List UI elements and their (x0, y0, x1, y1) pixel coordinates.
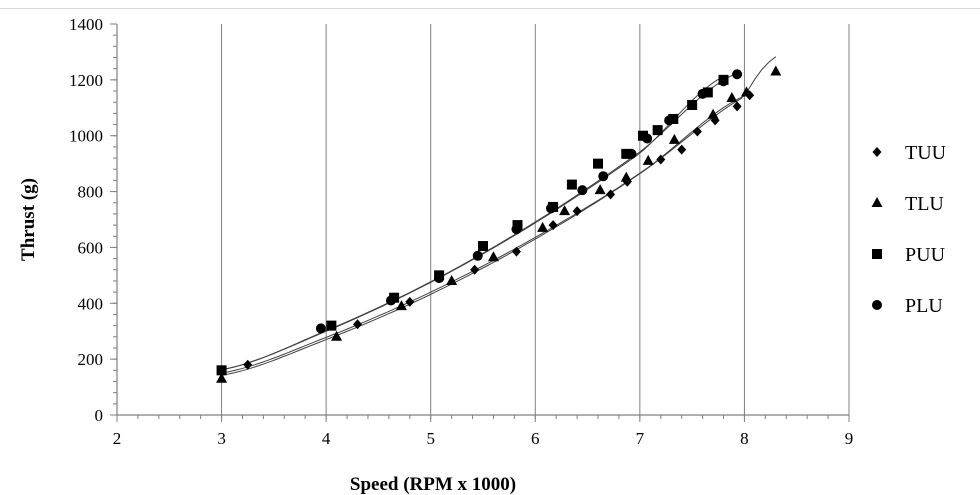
data-points (216, 65, 782, 383)
x-tick-label: 4 (322, 429, 331, 448)
x-tick-labels: 2 3 4 5 6 7 8 9 (113, 415, 854, 448)
data-point-tlu (216, 372, 228, 383)
data-point-plu (718, 76, 729, 87)
data-point-plu (315, 323, 326, 334)
data-point-plu (642, 133, 653, 144)
data-point-puu (326, 320, 337, 331)
data-point-puu (216, 365, 227, 376)
data-point-plu (577, 185, 588, 196)
data-point-plu (385, 295, 396, 306)
data-point-tlu (537, 221, 549, 232)
data-point-plu (434, 273, 445, 284)
data-point-tlu (446, 274, 458, 285)
legend-label-puu: PUU (905, 244, 946, 266)
data-point-tlu (594, 184, 606, 195)
y-tick-label: 200 (78, 350, 104, 369)
data-point-tlu (559, 205, 571, 216)
x-tick-label: 8 (740, 429, 749, 448)
legend-marker-puu (872, 249, 882, 259)
data-point-plu (697, 88, 708, 99)
data-point-plu (626, 148, 637, 159)
data-point-tlu (770, 65, 782, 76)
data-point-tuu (470, 264, 480, 275)
legend-label-tlu: TLU (905, 193, 944, 215)
data-point-puu (478, 241, 488, 252)
top-border-rule (0, 8, 980, 9)
trend-line-puu (221, 74, 726, 371)
data-point-plu (472, 250, 483, 261)
data-point-tlu (707, 108, 719, 119)
x-tick-label: 2 (113, 429, 122, 448)
data-point-tuu (677, 144, 687, 155)
minor-ticks (113, 23, 850, 419)
y-tick-label: 0 (95, 406, 104, 425)
legend: TUU TLU PUU PLU (871, 142, 947, 317)
data-point-plu (511, 224, 522, 235)
data-point-tuu (572, 206, 582, 217)
data-point-puu (621, 148, 632, 159)
data-point-tuu (243, 359, 253, 370)
data-point-tlu (395, 300, 407, 311)
data-point-plu (732, 69, 743, 80)
x-tick-label: 6 (531, 429, 540, 448)
data-point-tuu (732, 101, 742, 112)
x-axis-title: Speed (RPM x 1000) (350, 474, 516, 495)
trend-line-plu (221, 73, 737, 371)
legend-marker-tuu (872, 147, 882, 157)
trend-line-tlu (221, 56, 777, 376)
data-point-tuu (353, 319, 363, 330)
data-point-tlu (726, 92, 738, 103)
y-tick-label: 1000 (69, 127, 103, 146)
axes (116, 24, 849, 416)
x-tick-label: 5 (426, 429, 435, 448)
y-tick-label: 1400 (69, 15, 103, 34)
y-axis-title: Thrust (g) (18, 178, 39, 261)
data-point-puu (566, 179, 577, 190)
vertical-gridlines (221, 24, 850, 415)
data-point-plu (664, 115, 675, 126)
data-point-tlu (331, 330, 343, 341)
x-tick-label: 9 (845, 429, 854, 448)
data-point-puu (637, 130, 648, 141)
data-point-tlu (668, 133, 680, 144)
x-tick-label: 7 (636, 429, 645, 448)
data-point-puu (687, 99, 698, 110)
data-point-tuu (548, 220, 558, 231)
y-tick-label: 400 (78, 294, 104, 313)
data-point-tuu (405, 296, 415, 307)
data-point-tuu (656, 154, 666, 165)
data-point-tuu (692, 126, 702, 137)
data-point-plu (598, 171, 609, 182)
data-point-tlu (487, 251, 499, 262)
trend-line-tuu (221, 93, 750, 374)
data-point-tuu (606, 189, 616, 200)
data-point-tlu (620, 171, 632, 182)
y-tick-label: 1200 (69, 71, 103, 90)
x-tick-label: 3 (217, 429, 226, 448)
legend-label-tuu: TUU (905, 142, 947, 164)
data-point-tlu (642, 154, 654, 165)
legend-label-plu: PLU (905, 295, 943, 317)
data-point-puu (702, 87, 713, 98)
legend-marker-tlu (871, 197, 883, 207)
data-point-tuu (511, 246, 521, 257)
y-tick-label: 600 (78, 238, 104, 257)
data-point-plu (545, 203, 556, 214)
data-point-tlu (741, 86, 753, 97)
legend-marker-plu (872, 300, 882, 310)
y-tick-label: 800 (78, 183, 104, 202)
y-tick-labels: 0 200 400 600 800 1000 1200 1400 (69, 15, 117, 425)
data-point-puu (652, 125, 663, 136)
data-point-puu (593, 158, 604, 169)
